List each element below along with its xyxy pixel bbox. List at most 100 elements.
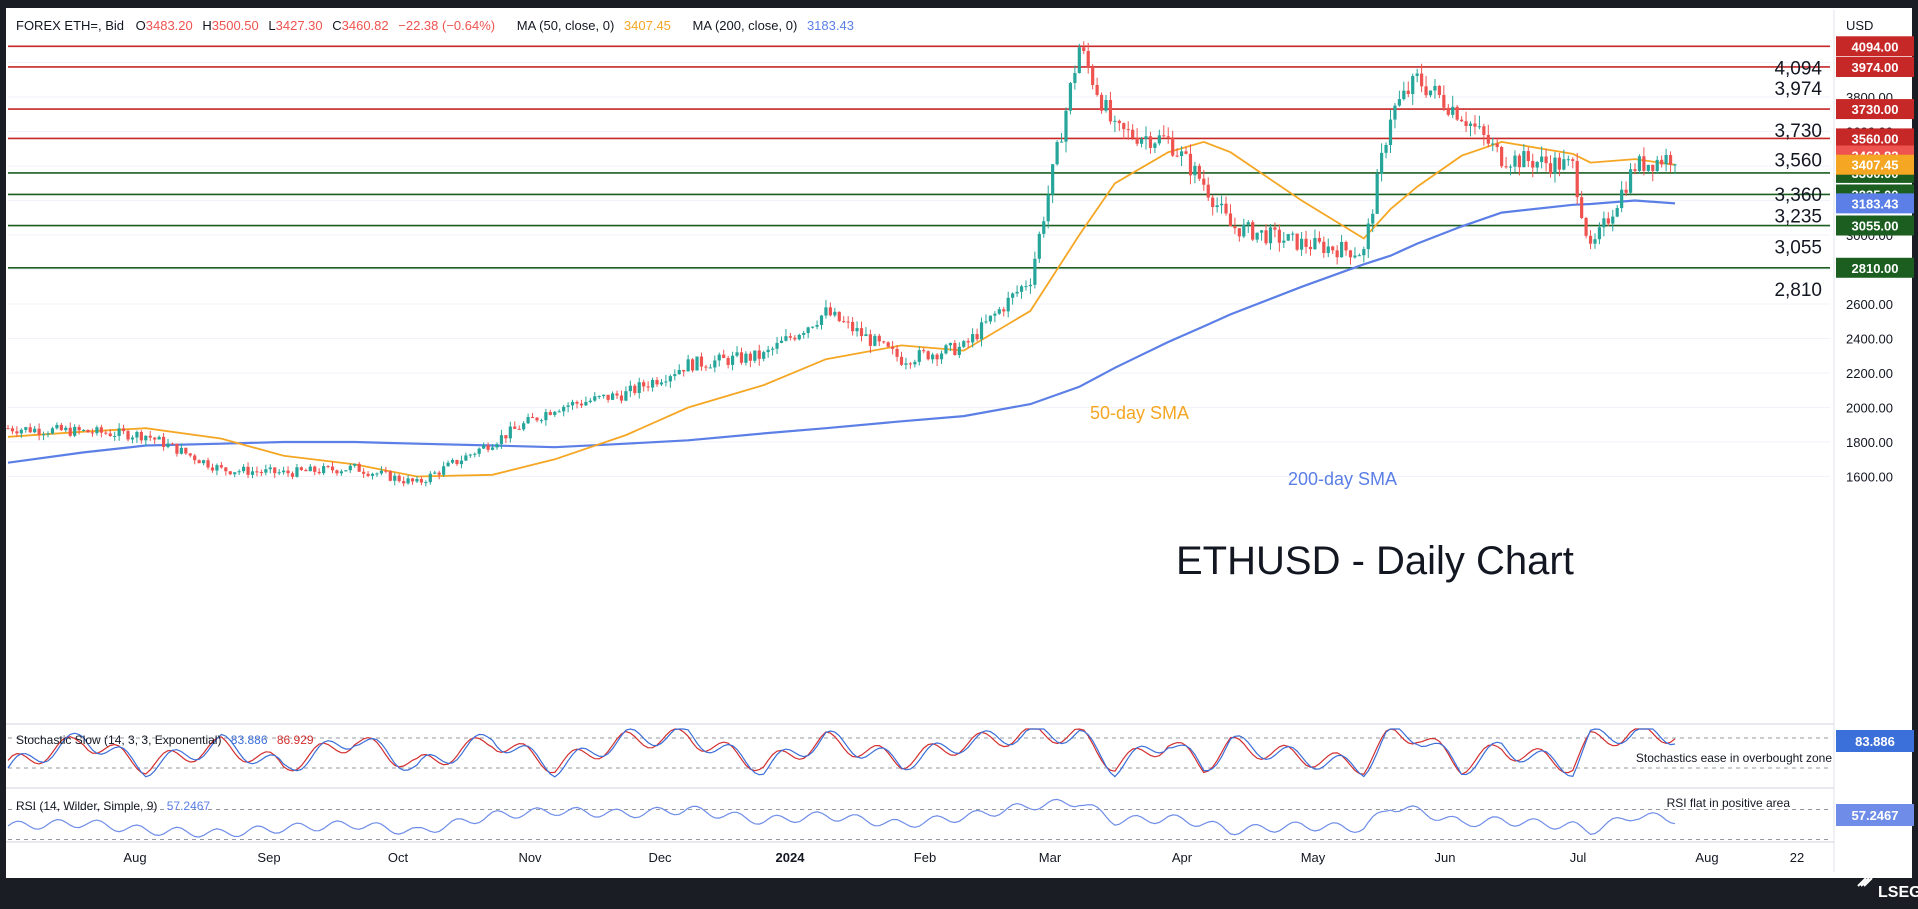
candle-body-129 [579, 403, 584, 406]
candle-body-303 [1353, 255, 1357, 258]
candle-body-280 [1251, 222, 1255, 240]
candle-body-74 [335, 470, 339, 474]
sma-200-line-group [7, 199, 1676, 464]
candle-body-32 [148, 435, 152, 438]
candle-body-137 [615, 393, 619, 396]
candle-body-257 [1148, 136, 1153, 148]
candle-body-161 [722, 354, 726, 359]
candle-body-289 [1291, 233, 1295, 235]
month-label-6: Feb [914, 850, 936, 865]
candle-body-244 [1091, 67, 1095, 85]
time-axis: Aug Sep Oct Nov Dec 2024 Feb Mar Apr May Jun Jul Aug… [123, 850, 1804, 865]
candle-body-338 [1508, 166, 1513, 168]
rsi-tag-text: 57.2467 [1852, 808, 1899, 823]
candle-body-111 [499, 435, 504, 445]
candle-body-299 [1335, 250, 1339, 258]
candle-body-246 [1099, 94, 1104, 111]
level-tag-7 [1836, 257, 1914, 278]
candle-body-264 [1179, 151, 1184, 157]
candle-body-167 [748, 353, 752, 361]
candle-body-204 [913, 361, 917, 365]
candle-body-259 [1157, 135, 1161, 144]
month-label-7: Mar [1039, 850, 1062, 865]
level-tag-text-3: 3560.00 [1852, 131, 1899, 146]
candle-body-302 [1348, 250, 1353, 258]
candle-body-87 [393, 475, 397, 481]
sma-50-annotation: 50-day SMA [1090, 403, 1189, 423]
level-tag-text-1: 3974.00 [1852, 60, 1899, 75]
month-label-4: Dec [648, 850, 672, 865]
candle-body-185 [828, 307, 832, 316]
legend-close: 3460.82 [342, 18, 389, 33]
candle-body-367 [1637, 156, 1642, 171]
candle-body-255 [1139, 139, 1144, 144]
candle-body-366 [1633, 169, 1637, 171]
candle-body-327 [1460, 119, 1464, 122]
candle-body-177 [793, 337, 797, 340]
candle-body-266 [1188, 153, 1193, 176]
candle-body-315 [1406, 90, 1410, 94]
candle-body-80 [362, 471, 366, 474]
candle-body-365 [1628, 169, 1633, 193]
candle-body-4 [24, 427, 28, 430]
candle-body-268 [1197, 165, 1201, 179]
candle-body-93 [419, 479, 424, 483]
candle-body-220 [984, 321, 988, 323]
candle-body-6 [33, 428, 37, 433]
candle-body-156 [699, 356, 704, 367]
candle-body-300 [1340, 241, 1344, 258]
candle-body-106 [477, 448, 481, 454]
candle-body-102 [459, 460, 464, 465]
candle-body-104 [468, 454, 472, 456]
candle-body-109 [490, 447, 495, 450]
month-label-8: Apr [1172, 850, 1193, 865]
candle-body-94 [424, 482, 428, 484]
price-tick-0: 1600.00 [1846, 470, 1893, 485]
candle-body-260 [1162, 135, 1166, 137]
candle-body-83 [375, 473, 379, 475]
candle-body-147 [659, 382, 664, 385]
candle-body-226 [1011, 293, 1015, 298]
candle-body-218 [975, 334, 979, 340]
candle-body-317 [1415, 73, 1419, 76]
candle-body-224 [1002, 309, 1006, 312]
candle-body-262 [1171, 137, 1175, 156]
candle-body-190 [851, 321, 855, 332]
candle-body-123 [553, 411, 557, 415]
candle-body-138 [619, 395, 624, 401]
candle-body-267 [1193, 165, 1197, 176]
candle-body-193 [864, 334, 868, 337]
candle-body-103 [464, 455, 468, 461]
candle-body-360 [1606, 218, 1610, 224]
candle-body-325 [1451, 106, 1455, 115]
candle-body-231 [1033, 258, 1037, 285]
candle-body-361 [1611, 216, 1615, 224]
candle-body-228 [1019, 286, 1024, 292]
candle-body-52 [237, 471, 241, 473]
candle-body-225 [1006, 297, 1010, 312]
stochastic-d-value: 86.929 [277, 733, 314, 747]
horizontal-levels [8, 45, 1830, 269]
legend-row: FOREX ETH=, Bid O3483.20 H3500.50 L3427.… [16, 18, 854, 33]
candle-body-178 [797, 334, 801, 340]
candle-body-208 [931, 354, 935, 360]
candle-body-92 [415, 479, 419, 482]
candle-body-89 [402, 481, 406, 484]
candle-body-331 [1477, 126, 1482, 128]
candle-body-152 [682, 369, 686, 372]
candle-body-234 [1046, 194, 1050, 222]
sma-200-line [7, 199, 1676, 464]
candle-body-151 [677, 369, 681, 375]
candle-body-375 [1673, 164, 1677, 166]
chart-title: ETHUSD - Daily Chart [1176, 539, 1574, 583]
candle-body-21 [99, 427, 103, 433]
candle-body-214 [957, 346, 961, 355]
candle-body-271 [1211, 197, 1215, 208]
candle-body-237 [1059, 141, 1064, 143]
candle-body-17 [81, 429, 86, 431]
rsi-label: RSI (14, Wilder, Simple, 9) [16, 799, 157, 813]
candle-body-242 [1082, 47, 1086, 52]
candle-body-57 [259, 471, 263, 473]
candle-body-125 [562, 406, 566, 412]
